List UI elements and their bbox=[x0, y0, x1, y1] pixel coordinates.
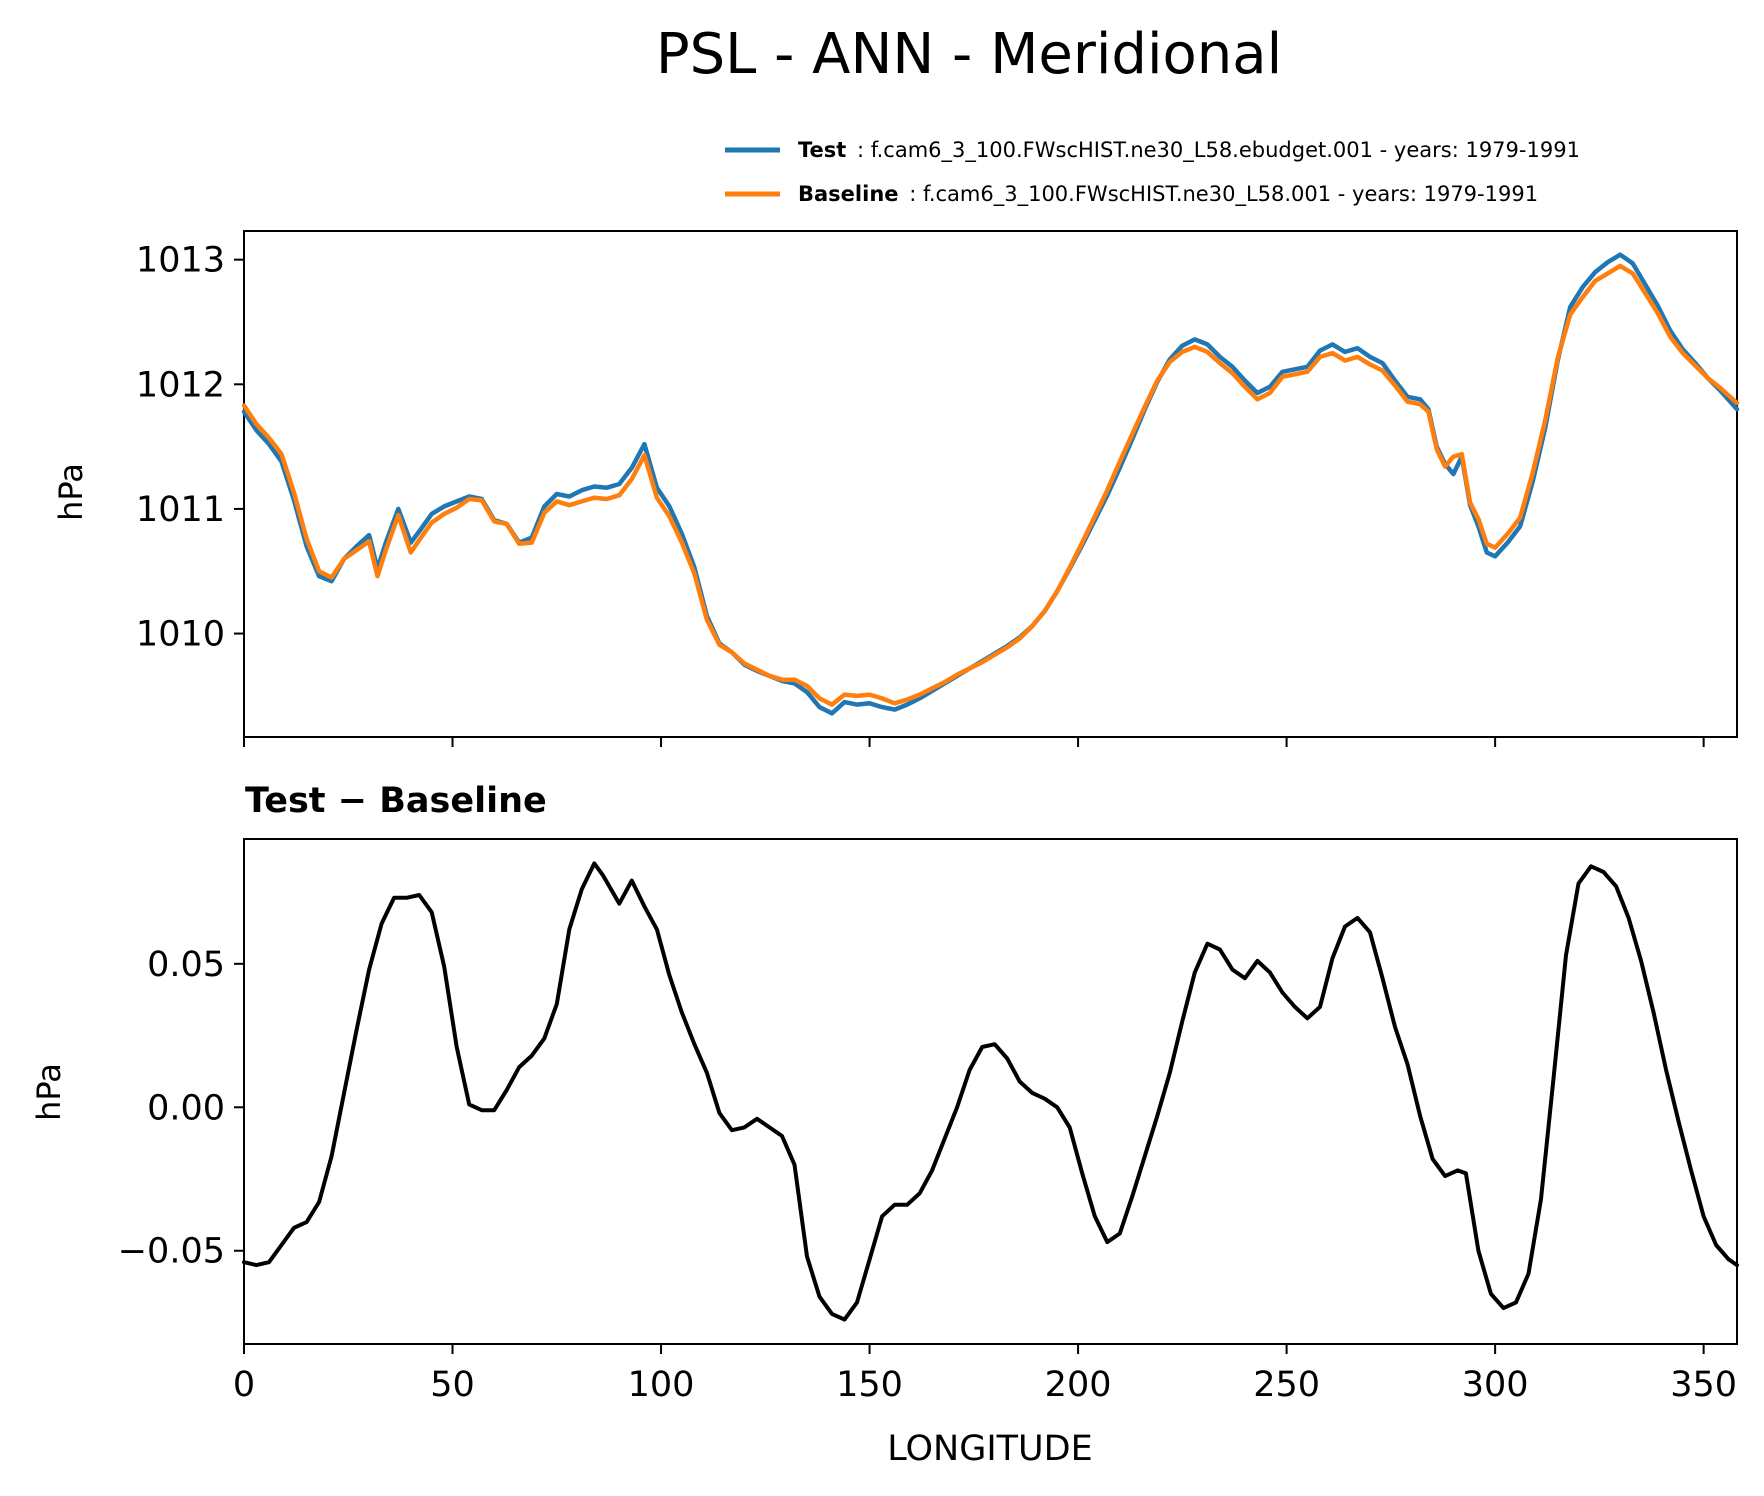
bottom-x-ticks: 0 50 100 150 200 250 300 350 bbox=[233, 1344, 1737, 1405]
legend-label-baseline: Baseline : f.cam6_3_100.FWscHIST.ne30_L5… bbox=[798, 182, 1538, 207]
x-tick-label: 200 bbox=[1045, 1365, 1112, 1405]
top-x-ticks bbox=[243, 737, 1705, 747]
x-tick-label: 350 bbox=[1670, 1365, 1737, 1405]
x-tick-label: 100 bbox=[628, 1365, 695, 1405]
series-line-baseline bbox=[241, 263, 1740, 707]
x-axis-label: LONGITUDE bbox=[887, 1429, 1093, 1469]
top-plot-frame bbox=[243, 230, 1738, 738]
bottom-y-ticks: −0.05 0.00 0.05 bbox=[118, 945, 244, 1272]
top-panel: 1010 1011 1012 1013 hPa bbox=[52, 230, 1740, 747]
chart-title: PSL - ANN - Meridional bbox=[656, 22, 1282, 87]
series-line-test bbox=[241, 252, 1740, 716]
legend-name-baseline: Baseline bbox=[798, 182, 899, 206]
top-y-axis-label: hPa bbox=[52, 463, 90, 521]
top-y-tick-label: 1013 bbox=[136, 241, 225, 281]
bottom-y-tick-label: 0.00 bbox=[147, 1088, 225, 1128]
legend-desc-test: : f.cam6_3_100.FWscHIST.ne30_L58.ebudget… bbox=[857, 138, 1580, 163]
bottom-y-axis-label: hPa bbox=[30, 1063, 68, 1121]
x-tick-label: 50 bbox=[430, 1365, 475, 1405]
bottom-panel: Test − Baseline 0 50 100 150 200 250 300 350 −0… bbox=[30, 781, 1739, 1469]
x-tick-label: 250 bbox=[1253, 1365, 1320, 1405]
x-tick-label: 300 bbox=[1462, 1365, 1529, 1405]
legend-name-test: Test bbox=[798, 138, 846, 162]
bottom-y-tick-label: −0.05 bbox=[118, 1232, 225, 1272]
series-line-test-baseline bbox=[242, 861, 1739, 1322]
bottom-series-group bbox=[242, 861, 1739, 1322]
bottom-y-tick-label: 0.05 bbox=[147, 945, 225, 985]
legend: Test : f.cam6_3_100.FWscHIST.ne30_L58.eb… bbox=[725, 138, 1580, 207]
legend-desc-baseline: : f.cam6_3_100.FWscHIST.ne30_L58.001 - y… bbox=[909, 182, 1538, 207]
difference-panel-title: Test − Baseline bbox=[245, 781, 547, 821]
top-y-tick-label: 1010 bbox=[136, 615, 225, 655]
top-y-tick-label: 1011 bbox=[136, 490, 225, 530]
x-tick-label: 0 bbox=[233, 1365, 255, 1405]
top-series-group bbox=[241, 252, 1740, 716]
legend-label-test: Test : f.cam6_3_100.FWscHIST.ne30_L58.eb… bbox=[798, 138, 1580, 163]
bottom-plot-frame bbox=[243, 838, 1738, 1345]
top-y-ticks: 1010 1011 1012 1013 bbox=[136, 241, 244, 655]
top-y-tick-label: 1012 bbox=[136, 365, 225, 405]
x-tick-label: 150 bbox=[836, 1365, 903, 1405]
